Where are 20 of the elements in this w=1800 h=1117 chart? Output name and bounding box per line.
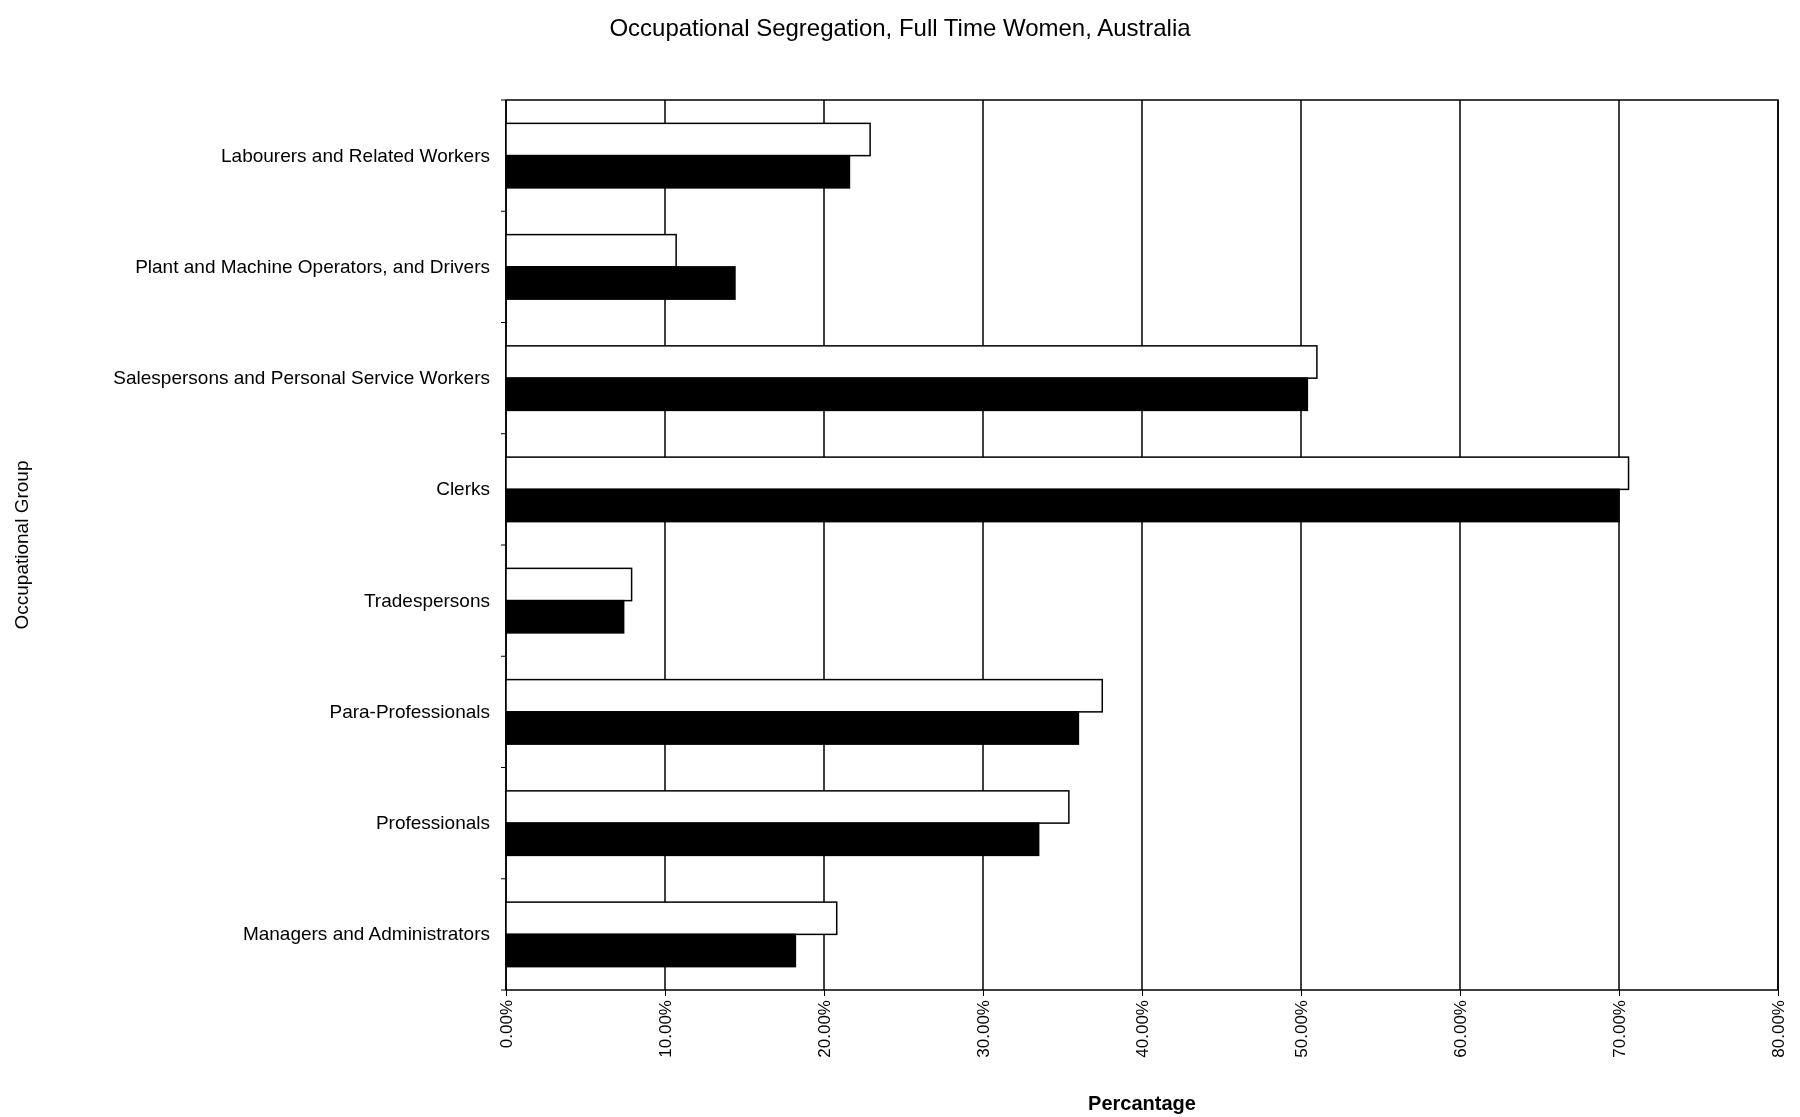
y-tick-label: Labourers and Related Workers <box>221 144 490 166</box>
y-tick-label: Tradespersons <box>363 589 490 611</box>
x-tick-label: 70.00% <box>1610 1000 1630 1058</box>
y-tick-label: Para-Professionals <box>329 700 490 722</box>
y-tick-label: Managers and Administrators <box>242 923 490 945</box>
y-tick-label: Clerks <box>436 478 490 500</box>
x-tick-label: 20.00% <box>815 1000 835 1058</box>
x-axis-title: Percantage <box>1088 1092 1196 1114</box>
x-tick-label: 40.00% <box>1133 1000 1153 1058</box>
x-tick-label: 30.00% <box>974 1000 994 1058</box>
x-tick-label: 10.00% <box>656 1000 676 1058</box>
x-tick-label: 0.00% <box>497 1000 517 1049</box>
y-axis-title: Occupational Group <box>11 460 32 630</box>
y-tick-label: Plant and Machine Operators, and Drivers <box>135 255 490 277</box>
y-tick-label: Professionals <box>375 812 490 834</box>
x-tick-label: 60.00% <box>1451 1000 1471 1058</box>
x-tick-label: 50.00% <box>1292 1000 1312 1058</box>
x-tick-label: 80.00% <box>1769 1000 1789 1058</box>
chart-title: Occupational Segregation, Full Time Women, Australia <box>609 14 1192 41</box>
y-tick-label: Salespersons and Personal Service Workers <box>113 367 490 389</box>
